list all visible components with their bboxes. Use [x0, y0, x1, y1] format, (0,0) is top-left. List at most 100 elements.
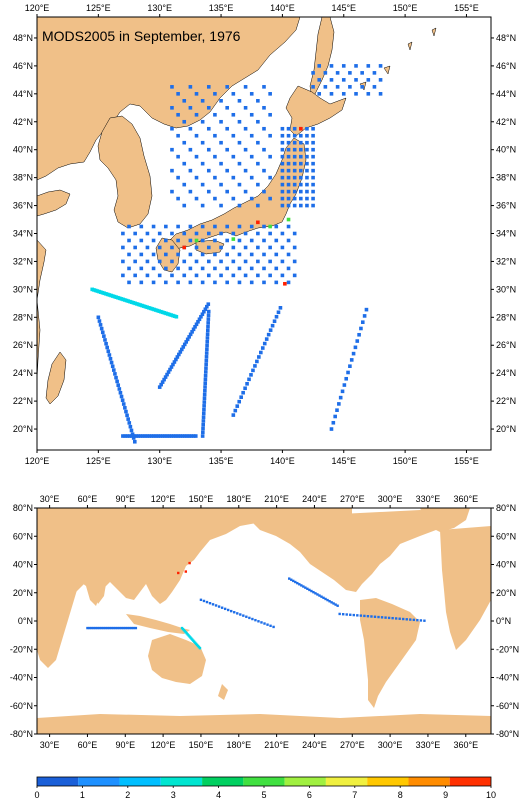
obs-cell: [247, 377, 251, 382]
obs-cell: [86, 626, 89, 630]
obs-cell: [225, 224, 229, 229]
obs-cell: [124, 626, 127, 630]
obs-cell: [231, 112, 236, 117]
obs-cell: [268, 224, 272, 229]
obs-cell: [292, 196, 297, 201]
obs-cell: [200, 161, 205, 166]
obs-cell: [329, 92, 334, 96]
obs-cell: [243, 189, 248, 194]
obs-cell: [335, 71, 340, 75]
obs-cell: [292, 140, 297, 145]
obs-cell: [305, 126, 309, 131]
lat-tick-label: 20°N: [13, 424, 33, 434]
obs-cell: [259, 350, 263, 355]
obs-cell: [311, 133, 315, 138]
obs-cell: [348, 364, 352, 368]
obs-cell: [286, 182, 291, 187]
obs-cell: [188, 168, 193, 173]
lat-tick-label: 22°N: [496, 396, 516, 406]
obs-cell: [378, 78, 383, 82]
colorbar-segment: [160, 777, 203, 786]
obs-cell: [219, 273, 223, 278]
obs-cell: [126, 417, 130, 421]
obs-cell: [280, 273, 285, 278]
obs-cell: [341, 78, 346, 82]
obs-cell: [299, 182, 303, 187]
obs-cell: [299, 147, 303, 152]
obs-cell: [256, 182, 260, 187]
lon-tick-label: 150°E: [189, 740, 214, 750]
obs-cell: [145, 259, 150, 264]
obs-cell: [292, 273, 297, 278]
obs-cell: [300, 584, 303, 587]
obs-cell: [290, 578, 293, 581]
obs-cell: [286, 133, 291, 138]
obs-cell: [249, 112, 254, 117]
obs-cell: [121, 259, 125, 264]
obs-cell: [185, 434, 189, 438]
obs-cell: [157, 385, 162, 389]
obs-cell: [131, 436, 136, 440]
obs-cell: [201, 430, 205, 435]
obs-cell: [378, 92, 383, 96]
obs-cell: [311, 154, 315, 159]
obs-cell: [96, 315, 101, 320]
obs-cell: [168, 367, 172, 372]
obs-cell: [256, 119, 260, 124]
obs-cell: [236, 612, 239, 615]
top-map: MODS2005 in September, 1976 120°E 125°E 13…: [13, 3, 516, 466]
lon-tick-label: 145°E: [331, 3, 356, 13]
lon-tick-label: 360°E: [453, 494, 478, 504]
obs-cell: [157, 273, 162, 278]
lat-tick-label: 22°N: [13, 396, 33, 406]
colorbar-segment: [78, 777, 120, 786]
obs-cell: [266, 332, 271, 337]
obs-cell: [133, 273, 137, 278]
obs-cell: [201, 422, 206, 427]
obs-cell: [316, 593, 319, 596]
obs-cell: [292, 168, 297, 173]
obs-cell: [219, 99, 223, 103]
obs-cell: [344, 376, 349, 381]
obs-cell: [231, 92, 236, 96]
obs-cell: [384, 616, 387, 619]
obs-cell: [280, 126, 285, 131]
lat-tick-label: 32°N: [13, 256, 33, 266]
obs-cell: [253, 364, 257, 368]
lat-tick-label: 24°N: [496, 368, 516, 378]
obs-cell: [280, 231, 285, 236]
obs-cell: [194, 133, 199, 138]
obs-cell: [170, 147, 174, 152]
obs-cell: [311, 161, 315, 166]
obs-cell: [185, 337, 190, 342]
obs-cell: [362, 314, 367, 318]
obs-cell: [249, 133, 254, 138]
obs-cell: [206, 302, 211, 306]
obs-cell: [213, 175, 217, 180]
obs-cell: [202, 392, 207, 397]
obs-cell: [354, 64, 358, 68]
obs-cell: [262, 266, 266, 271]
obs-cell: [331, 420, 336, 425]
obs-cell: [208, 602, 212, 605]
obs-cell: [104, 626, 107, 630]
obs-cell: [249, 238, 254, 243]
obs-cell: [249, 266, 254, 271]
obs-cell: [255, 359, 259, 364]
lon-tick-label: 90°E: [115, 740, 135, 750]
obs-cell: [213, 224, 217, 229]
lon-tick-label: 140°E: [270, 456, 295, 466]
obs-cell: [268, 273, 272, 278]
obs-cell: [158, 434, 163, 438]
lat-tick-label: -80°N: [10, 729, 33, 739]
obs-cell: [110, 364, 115, 369]
obs-cell: [166, 370, 171, 374]
obs-cell: [292, 245, 297, 250]
obs-cell: [262, 280, 266, 285]
obs-cell: [194, 245, 199, 250]
obs-cell: [305, 182, 309, 187]
colorbar-segment: [284, 777, 326, 786]
obs-cell: [97, 319, 102, 323]
obs-cell: [256, 99, 260, 103]
obs-cell: [127, 252, 131, 257]
